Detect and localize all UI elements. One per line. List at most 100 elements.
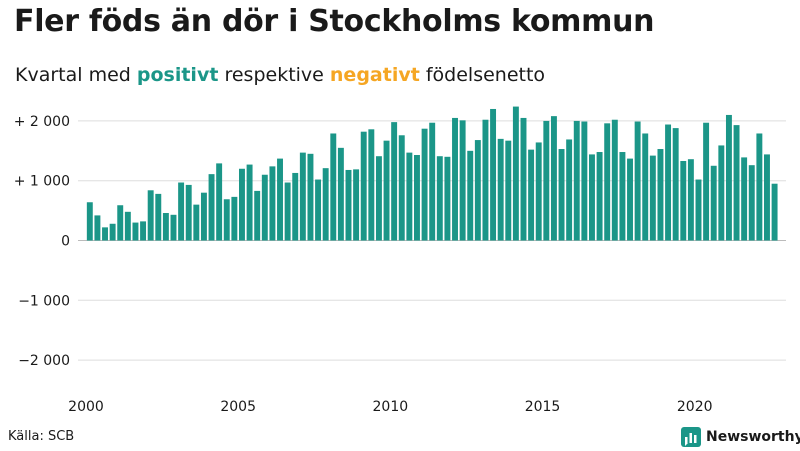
bar — [756, 133, 763, 241]
bar — [368, 129, 375, 241]
bar — [672, 128, 679, 241]
y-axis-ticks: + 2 000 + 1 000 0 −1 000 −2 000 — [14, 114, 70, 369]
bar — [307, 153, 314, 241]
bar — [543, 120, 550, 241]
bar — [299, 152, 306, 241]
bar — [330, 133, 337, 241]
chart-subtitle: Kvartal med positivt respektive negativt… — [15, 64, 545, 86]
bar — [277, 158, 283, 241]
brand-logo: Newsworthy — [681, 426, 800, 448]
bar — [619, 152, 626, 241]
bar — [634, 121, 641, 241]
bar — [140, 221, 147, 241]
x-tick-label: 2005 — [220, 399, 256, 415]
bar — [497, 138, 504, 241]
bar — [725, 114, 732, 241]
bar — [231, 196, 238, 241]
bar — [482, 119, 489, 241]
bar — [102, 227, 108, 241]
bar — [741, 157, 748, 241]
bar — [550, 116, 557, 241]
bar — [315, 179, 322, 241]
bar — [414, 155, 420, 241]
y-tick-label: + 2 000 — [14, 114, 70, 130]
newsworthy-logo-icon — [681, 427, 701, 447]
bar — [680, 160, 687, 241]
subtitle-middle: respektive — [218, 64, 330, 86]
subtitle-suffix: födelsenetto — [419, 64, 546, 86]
subtitle-prefix: Kvartal med — [15, 64, 137, 86]
chart-title: Fler föds än dör i Stockholms kommun — [14, 4, 655, 39]
bar — [452, 117, 458, 241]
bars — [86, 106, 778, 241]
bar — [155, 193, 162, 241]
bar — [383, 140, 390, 241]
bar — [406, 152, 413, 241]
x-tick-label: 2010 — [373, 399, 409, 415]
bar — [254, 190, 261, 241]
bar — [193, 204, 200, 241]
bar — [665, 124, 672, 241]
bar — [589, 154, 595, 241]
bar — [467, 150, 474, 241]
bar — [124, 211, 131, 241]
bar — [216, 163, 223, 241]
bar — [337, 147, 344, 241]
y-tick-label: −1 000 — [18, 293, 70, 309]
y-tick-label: −2 000 — [18, 353, 70, 369]
bar — [261, 174, 268, 241]
bar — [581, 121, 588, 241]
x-axis-ticks: 2000 2005 2010 2015 2020 — [68, 399, 712, 415]
bar — [505, 140, 512, 241]
bar — [170, 214, 177, 241]
bar — [718, 145, 725, 241]
bar — [748, 165, 755, 241]
bar — [512, 106, 519, 241]
bar — [421, 128, 428, 241]
bar — [162, 213, 169, 241]
bar — [208, 174, 215, 241]
bar — [627, 158, 633, 241]
bar — [132, 222, 139, 241]
bar — [94, 215, 101, 241]
bar — [178, 182, 185, 241]
x-tick-label: 2015 — [525, 399, 561, 415]
bar — [573, 120, 580, 241]
bar — [239, 168, 245, 241]
bar — [444, 156, 451, 241]
bar — [695, 179, 702, 241]
bar — [520, 117, 527, 241]
bar — [429, 122, 436, 241]
subtitle-negative-label: negativt — [329, 64, 420, 86]
bar — [322, 168, 329, 241]
bar — [642, 133, 649, 241]
bar — [558, 149, 565, 241]
bar — [360, 131, 367, 241]
bar — [375, 156, 382, 241]
bar — [733, 125, 740, 241]
bar — [459, 120, 466, 241]
bar — [649, 155, 656, 241]
y-tick-label: + 1 000 — [14, 174, 70, 190]
bar — [604, 123, 611, 241]
bar — [611, 119, 618, 241]
bar — [771, 183, 778, 241]
bar — [490, 108, 497, 241]
source-label: Källa: SCB — [8, 429, 75, 444]
x-tick-label: 2000 — [68, 399, 104, 415]
bar — [246, 164, 253, 241]
bar — [535, 142, 542, 241]
bar — [687, 159, 694, 241]
bar — [292, 172, 299, 241]
bar — [528, 149, 535, 241]
brand-name: Newsworthy — [706, 429, 800, 445]
bar — [109, 223, 116, 241]
bar — [566, 139, 573, 241]
subtitle-positive-label: positivt — [136, 64, 219, 86]
bar — [596, 152, 603, 241]
bar — [269, 166, 276, 241]
bar — [86, 202, 93, 241]
bar — [398, 135, 405, 241]
bar — [764, 154, 770, 241]
